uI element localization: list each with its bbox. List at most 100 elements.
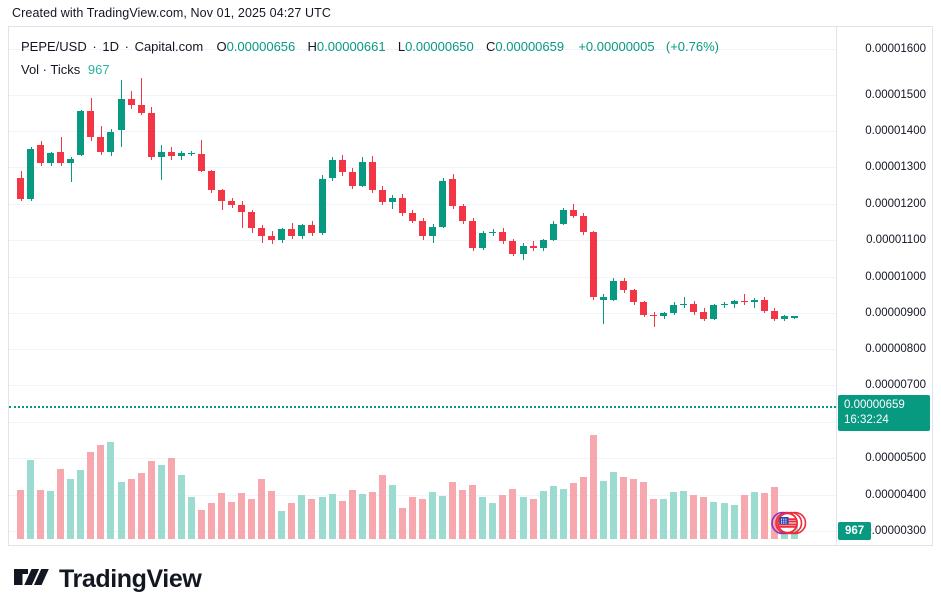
candle-body	[760, 299, 768, 311]
volume-bar	[358, 494, 366, 539]
tradingview-logo-icon	[14, 566, 50, 593]
candle-body	[207, 171, 215, 190]
current-price-line	[9, 406, 836, 408]
volume-bar	[469, 484, 477, 539]
candle-body	[177, 153, 185, 157]
volume-bar	[760, 493, 768, 539]
candle-body	[770, 310, 778, 319]
volume-bar	[87, 451, 95, 539]
volume-bar	[328, 494, 336, 539]
volume-bar	[258, 478, 266, 539]
volume-bar	[298, 495, 306, 539]
volume-bar	[529, 499, 537, 539]
volume-bar	[650, 499, 658, 539]
volume-bar	[569, 482, 577, 539]
candle-body	[388, 198, 396, 203]
tradingview-footer-logo[interactable]: TradingView	[14, 566, 202, 593]
volume-bar	[97, 445, 105, 539]
volume-bar	[770, 487, 778, 539]
volume-bar	[127, 478, 135, 539]
candle-body	[700, 311, 708, 319]
volume-bar	[589, 435, 597, 539]
candle-body	[338, 160, 346, 173]
volume-bar	[509, 489, 517, 539]
volume-bar	[680, 491, 688, 539]
candle-body	[187, 152, 195, 155]
chart-plot-pane[interactable]	[9, 27, 836, 545]
grid-line	[9, 458, 836, 459]
volume-bar	[640, 481, 648, 539]
volume-bar	[419, 499, 426, 539]
volume-bar	[449, 481, 457, 539]
price-axis-tick-label: 0.00000400	[865, 489, 926, 501]
candle-body	[670, 305, 678, 314]
grid-line	[9, 385, 836, 386]
candle-wick	[71, 157, 72, 182]
candle-body	[519, 245, 527, 254]
price-axis-tick-label: 0.00001000	[865, 271, 926, 283]
volume-bar	[429, 492, 437, 539]
candle-body	[790, 316, 798, 318]
volume-bar	[248, 499, 256, 539]
grid-line	[9, 131, 836, 132]
volume-bar	[499, 495, 507, 539]
volume-bar	[167, 457, 175, 539]
candle-wick	[724, 302, 725, 308]
volume-value-badge[interactable]: 967	[838, 522, 872, 540]
volume-bar	[690, 495, 698, 539]
volume-bar	[137, 473, 145, 539]
price-scale-axis[interactable]: 0.00001600 0.00001500 0.00001400 0.00001300…	[836, 27, 932, 545]
candle-body	[710, 305, 718, 319]
candle-body	[640, 302, 648, 315]
candle-body	[398, 198, 406, 213]
candle-body	[87, 111, 95, 138]
grid-line	[9, 204, 836, 205]
price-axis-tick-label: 0.00000700	[865, 379, 926, 391]
volume-bar	[750, 492, 758, 539]
candle-body	[439, 180, 447, 227]
candle-body	[408, 213, 416, 222]
volume-bar	[579, 476, 587, 539]
candle-body	[228, 200, 236, 205]
candle-body	[278, 229, 286, 241]
grid-line	[9, 277, 836, 278]
candle-body	[157, 152, 165, 158]
candle-body	[107, 131, 115, 153]
candle-wick	[744, 294, 745, 306]
candle-body	[620, 280, 627, 291]
candle-body	[569, 210, 577, 216]
candle-body	[740, 301, 748, 303]
volume-bar	[388, 484, 396, 539]
volume-bar	[338, 500, 346, 539]
volume-bar	[398, 507, 406, 539]
grid-line	[9, 167, 836, 168]
candle-body	[358, 161, 366, 186]
candle-body	[680, 303, 688, 306]
volume-bar	[77, 470, 85, 539]
volume-bar	[47, 491, 55, 539]
candle-body	[720, 303, 728, 306]
volume-bar	[67, 478, 75, 539]
volume-bar	[439, 496, 447, 539]
price-axis-tick-label: 0.00000900	[865, 307, 926, 319]
volume-bar	[278, 510, 286, 539]
candle-body	[499, 232, 507, 242]
current-price-badge[interactable]: 0.00000659 16:32:24	[838, 395, 930, 431]
candle-body	[77, 111, 85, 155]
candle-body	[539, 240, 547, 249]
volume-bar	[368, 492, 376, 539]
grid-line	[9, 240, 836, 241]
candle-wick	[61, 137, 62, 166]
candle-body	[137, 104, 145, 113]
volume-bar	[740, 495, 748, 539]
volume-bar	[228, 501, 236, 539]
candle-wick	[754, 298, 755, 308]
candle-body	[559, 210, 567, 224]
candle-wick	[242, 200, 243, 228]
volume-bar	[107, 442, 115, 539]
candle-body	[248, 211, 256, 228]
price-axis-tick-label: 0.00001200	[865, 198, 926, 210]
volume-bar	[318, 497, 326, 539]
current-price-value: 0.00000659	[844, 399, 905, 411]
